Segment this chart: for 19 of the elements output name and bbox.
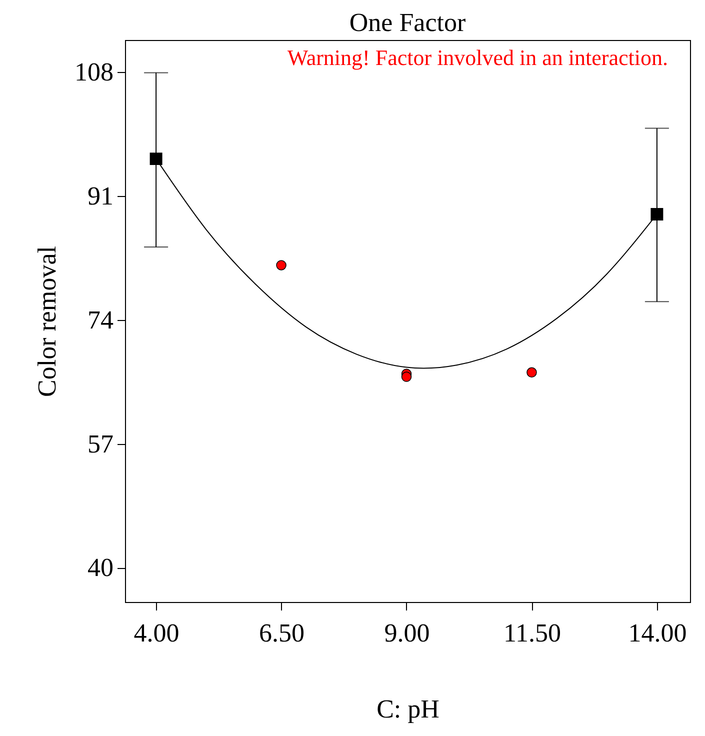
- y-tick-label: 108: [74, 58, 114, 87]
- chart-title: One Factor: [349, 8, 466, 37]
- x-tick-label: 4.00: [134, 618, 180, 648]
- point: [526, 367, 537, 378]
- annotation: Warning! Factor involved in an interaction.: [287, 45, 668, 70]
- x-tick-label: 11.50: [503, 618, 561, 648]
- point: [276, 260, 286, 270]
- y-tick-label: 40: [88, 553, 114, 582]
- point: [150, 152, 162, 166]
- y-tick-label: 74: [88, 305, 114, 334]
- x-tick-label: 14.00: [628, 618, 687, 648]
- y-tick-label: 91: [88, 181, 114, 210]
- x-tick-label: 6.50: [259, 618, 305, 648]
- x-axis-title: C: pH: [376, 694, 440, 724]
- y-tick-label: 57: [88, 429, 114, 458]
- point: [650, 208, 664, 220]
- y-axis-title: Color removal: [32, 246, 62, 397]
- x-tick-label: 9.00: [384, 618, 430, 648]
- point: [401, 372, 412, 382]
